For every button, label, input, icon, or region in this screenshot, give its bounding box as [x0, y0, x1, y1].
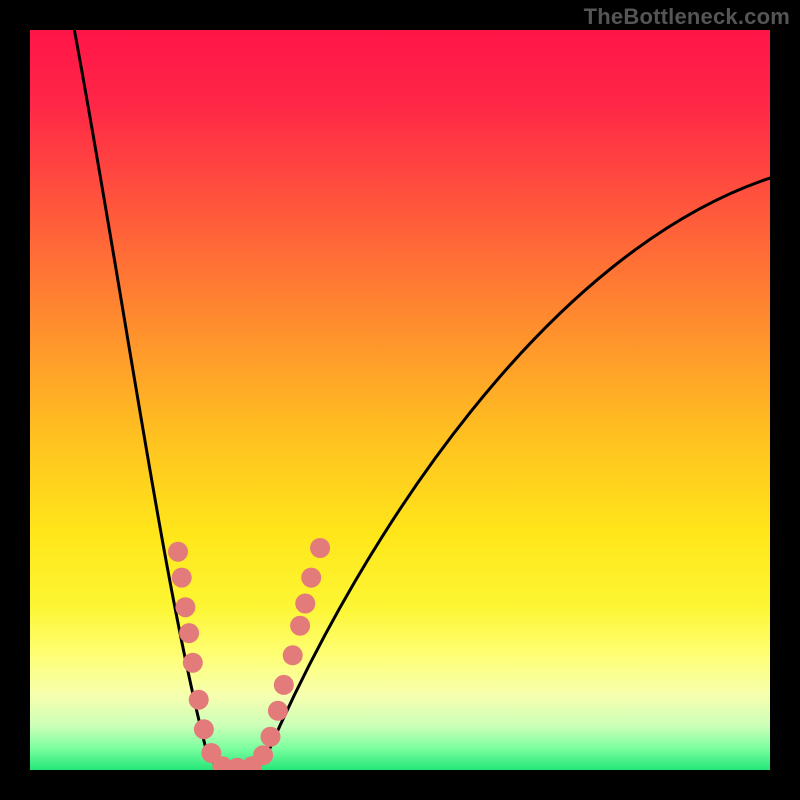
- data-marker: [261, 727, 281, 747]
- data-marker: [301, 568, 321, 588]
- data-marker: [175, 597, 195, 617]
- data-marker: [310, 538, 330, 558]
- bottleneck-chart: [0, 0, 800, 800]
- data-marker: [253, 745, 273, 765]
- data-marker: [274, 675, 294, 695]
- data-marker: [283, 645, 303, 665]
- data-marker: [183, 653, 203, 673]
- data-marker: [189, 690, 209, 710]
- watermark-label: TheBottleneck.com: [584, 4, 790, 30]
- data-marker: [168, 542, 188, 562]
- chart-background: [30, 30, 770, 770]
- chart-container: TheBottleneck.com: [0, 0, 800, 800]
- data-marker: [295, 594, 315, 614]
- data-marker: [194, 719, 214, 739]
- data-marker: [268, 701, 288, 721]
- data-marker: [290, 616, 310, 636]
- data-marker: [172, 568, 192, 588]
- data-marker: [179, 623, 199, 643]
